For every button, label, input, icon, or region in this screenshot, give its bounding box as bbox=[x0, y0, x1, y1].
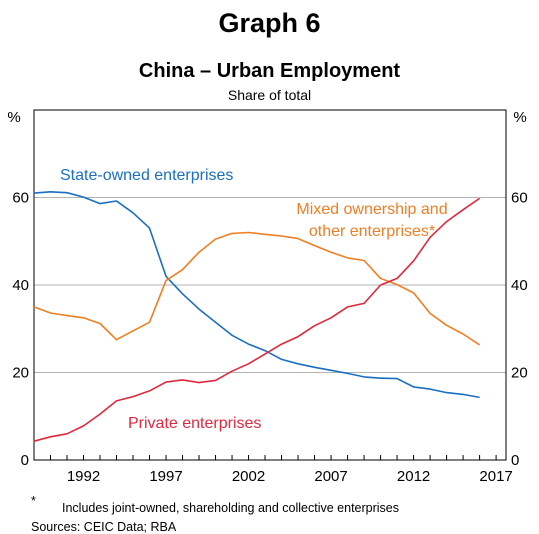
x-tick-label: 1997 bbox=[149, 468, 182, 485]
chart-title: China – Urban Employment bbox=[138, 60, 401, 82]
footnote-marker: * bbox=[31, 494, 36, 508]
y-tick-label-left: 0 bbox=[21, 452, 29, 469]
sources-note: Sources: CEIC Data; RBA bbox=[31, 520, 177, 534]
x-tick-label: 2017 bbox=[479, 468, 512, 485]
chart-subtitle: Share of total bbox=[227, 87, 312, 103]
x-tick-label: 2002 bbox=[232, 468, 265, 485]
graph-number: Graph 6 bbox=[218, 8, 321, 38]
y-unit-right: % bbox=[513, 109, 526, 126]
y-tick-label-left: 40 bbox=[12, 277, 29, 294]
y-tick-label-left: 20 bbox=[12, 365, 29, 382]
y-tick-label-right: 40 bbox=[511, 277, 528, 294]
series-line bbox=[33, 231, 481, 346]
footnote-text: Includes joint-owned, shareholding and c… bbox=[62, 501, 400, 515]
y-tick-label-left: 60 bbox=[12, 190, 29, 207]
x-tick-label: 2007 bbox=[314, 468, 347, 485]
y-tick-label-right: 0 bbox=[511, 452, 519, 469]
y-unit-left: % bbox=[7, 109, 20, 126]
y-tick-label-right: 20 bbox=[511, 365, 528, 382]
series-line bbox=[33, 197, 481, 442]
y-tick-label-right: 60 bbox=[511, 190, 528, 207]
x-tick-label: 2012 bbox=[397, 468, 430, 485]
plot-frame bbox=[33, 109, 507, 461]
series-label: Mixed ownership and bbox=[296, 201, 447, 218]
x-tick-label: 1992 bbox=[67, 468, 100, 485]
series-line bbox=[33, 191, 480, 399]
series-label: State-owned enterprises bbox=[60, 167, 233, 184]
series-label: other enterprises* bbox=[309, 223, 435, 240]
series-label: Private enterprises bbox=[128, 415, 261, 432]
